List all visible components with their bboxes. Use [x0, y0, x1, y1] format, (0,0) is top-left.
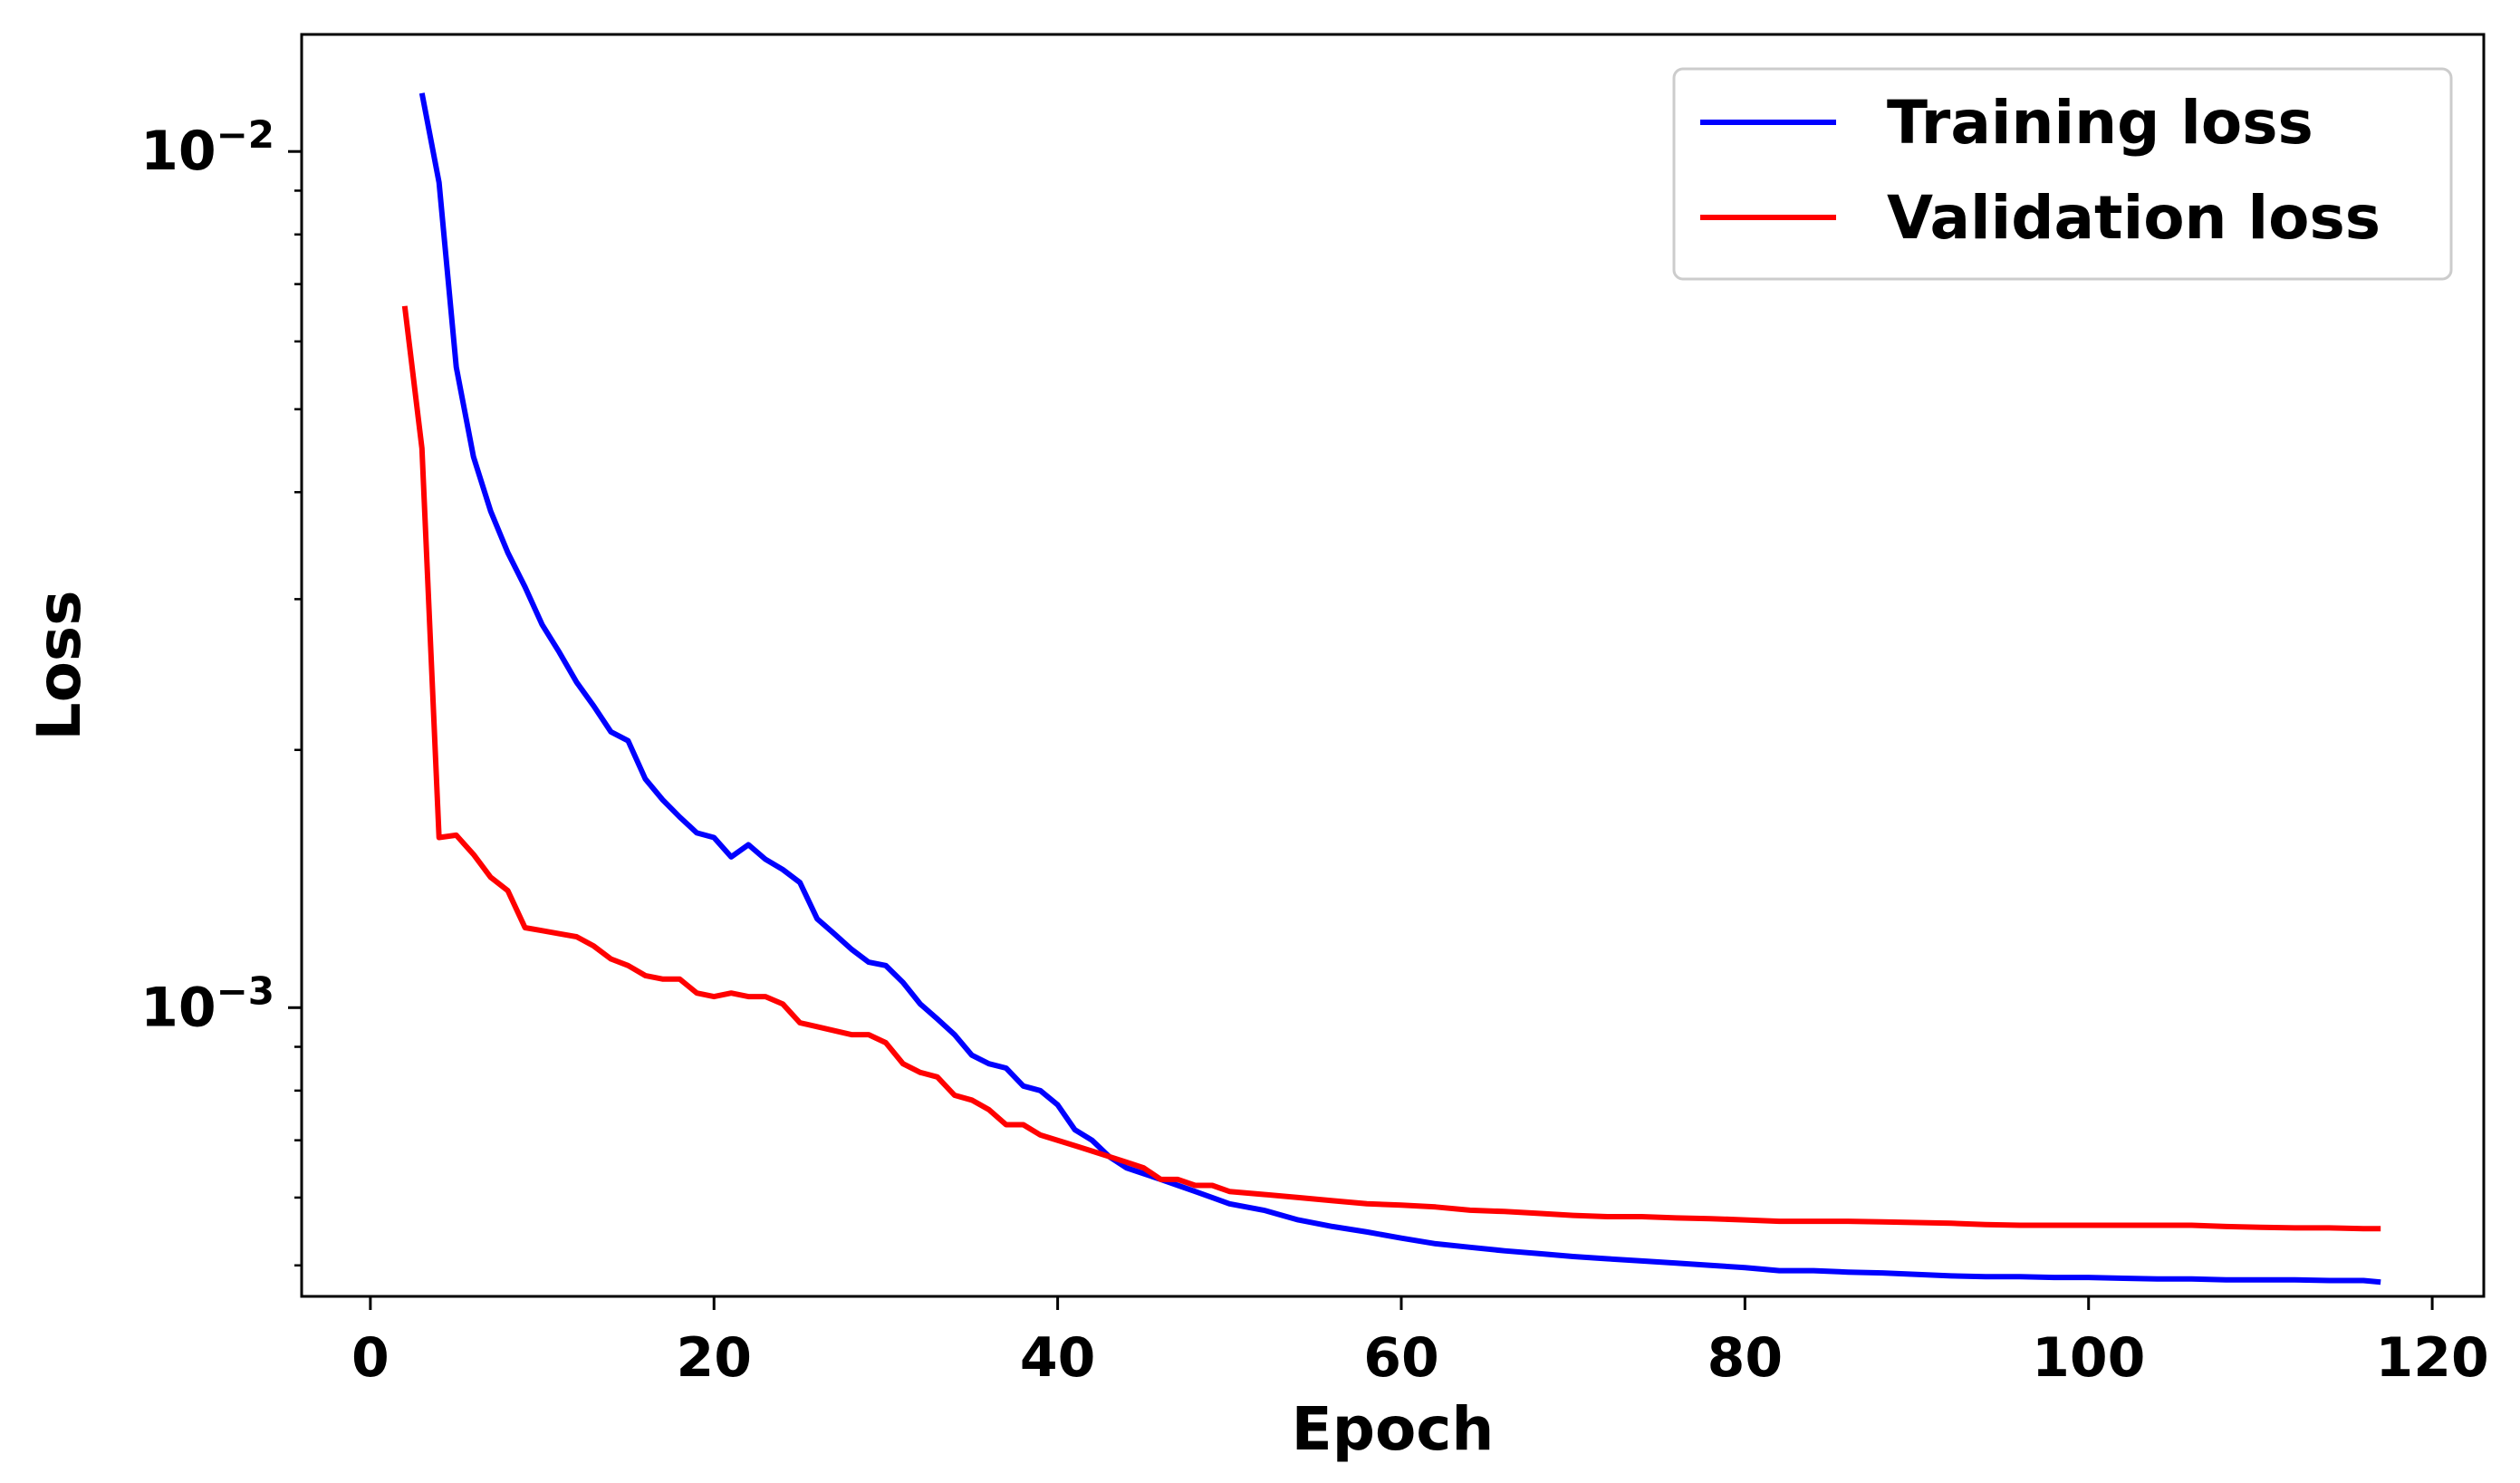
legend-box — [1672, 67, 2453, 281]
y-tick-label: 10−3 — [140, 968, 274, 1039]
x-tick-label: 100 — [2032, 1326, 2145, 1390]
y-axis-label: Loss — [24, 591, 94, 741]
x-tick-label: 20 — [676, 1326, 752, 1390]
legend-label-validation: Validation loss — [1887, 183, 2381, 253]
x-tick-label: 120 — [2375, 1326, 2488, 1390]
legend-label-training: Training loss — [1887, 88, 2313, 158]
x-axis-label: Epoch — [1292, 1394, 1495, 1464]
x-tick-label: 80 — [1707, 1326, 1784, 1390]
plot-frame — [300, 33, 2486, 1298]
y-tick-label: 10−2 — [140, 112, 274, 183]
legend: Training loss Validation loss — [1672, 67, 2453, 281]
series-layer — [401, 92, 2381, 1286]
validation-loss-line — [401, 305, 2381, 1232]
x-tick-label: 0 — [351, 1326, 390, 1390]
tick-layer: 0 20 40 60 80 100 120 10−2 10−3 — [140, 112, 2489, 1390]
x-tick-label: 40 — [1020, 1326, 1096, 1390]
x-tick-label: 60 — [1363, 1326, 1439, 1390]
